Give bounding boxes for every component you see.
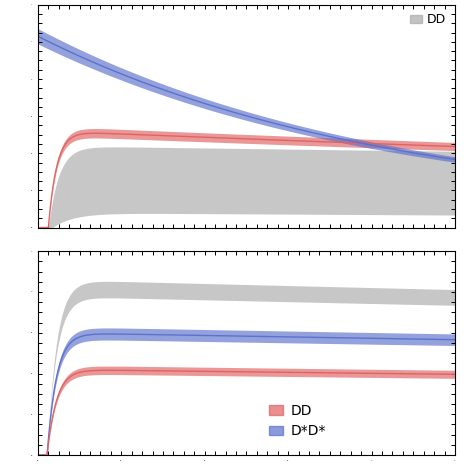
Legend: DD: DD: [404, 9, 451, 31]
Legend: DD, D*D*: DD, D*D*: [264, 398, 331, 444]
